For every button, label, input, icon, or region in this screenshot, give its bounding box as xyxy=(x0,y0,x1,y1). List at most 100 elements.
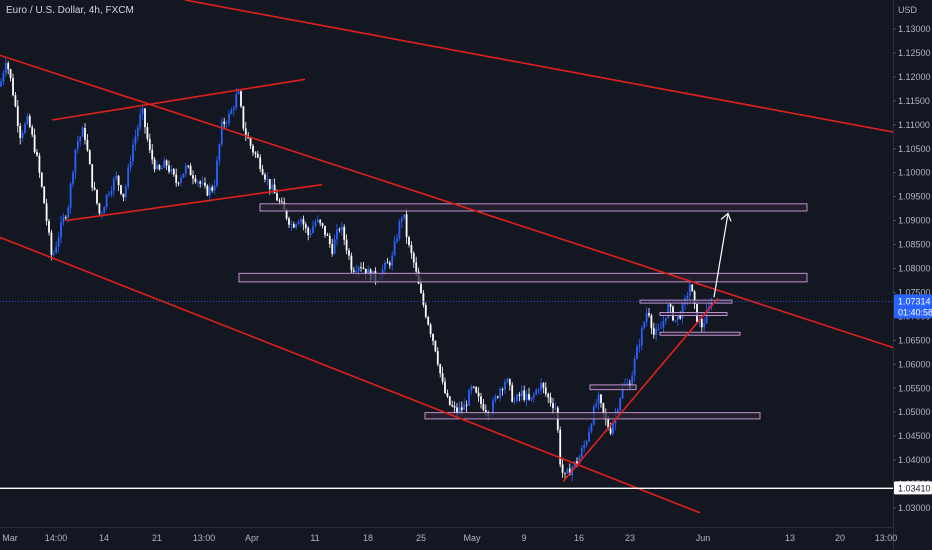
candle-body xyxy=(21,132,24,139)
candle-body xyxy=(40,172,43,187)
candle-body xyxy=(552,403,554,409)
candle-body xyxy=(355,271,358,273)
price-tick-label: 1.11000 xyxy=(898,120,930,130)
candle-body xyxy=(141,108,144,115)
candle-body xyxy=(67,207,70,218)
candle-body xyxy=(144,108,146,128)
candle-body xyxy=(300,219,302,222)
candle-body xyxy=(261,168,264,175)
candle-body xyxy=(288,218,290,225)
candle-body xyxy=(230,109,233,114)
zone-rectangle[interactable] xyxy=(659,312,728,317)
candle-body xyxy=(175,174,178,183)
candle-body xyxy=(88,150,91,165)
zone-rectangle[interactable] xyxy=(424,412,761,420)
candle-body xyxy=(50,232,53,255)
price-axis-bg xyxy=(893,0,932,550)
candle-body xyxy=(496,396,499,398)
candle-body xyxy=(14,95,17,107)
candle-body xyxy=(616,410,619,414)
zone-rectangle[interactable] xyxy=(659,331,741,336)
trendline[interactable] xyxy=(0,236,701,514)
candle-body xyxy=(64,217,67,219)
candle-body xyxy=(33,134,36,153)
candle-body xyxy=(199,181,202,184)
candle-body xyxy=(228,113,230,124)
candle-body xyxy=(657,328,660,330)
candle-body xyxy=(681,304,684,319)
candle-body xyxy=(429,324,432,335)
candle-body xyxy=(504,381,506,390)
candle-body xyxy=(393,241,396,256)
candle-body xyxy=(331,244,334,254)
time-tick-label: Mar xyxy=(2,533,18,543)
candle-body xyxy=(19,125,22,139)
candle-body xyxy=(105,194,108,208)
candle-body xyxy=(424,304,427,317)
zone-rectangle[interactable] xyxy=(639,299,733,304)
candle-body xyxy=(240,91,242,107)
zone-rectangle[interactable] xyxy=(589,384,637,391)
candle-body xyxy=(266,179,269,180)
candle-body xyxy=(98,203,101,214)
candle-body xyxy=(662,321,665,328)
trendline[interactable] xyxy=(0,54,894,349)
candle-body xyxy=(76,141,79,150)
candle-body xyxy=(448,396,451,405)
time-tick-label: Apr xyxy=(245,533,259,543)
candle-body xyxy=(117,175,120,186)
candle-body xyxy=(345,239,348,251)
candle-body xyxy=(31,127,34,135)
candle-body xyxy=(38,155,41,173)
zone-rectangle[interactable] xyxy=(238,272,808,283)
candle-body xyxy=(542,383,545,388)
chart-title: Euro / U.S. Dollar, 4h, FXCM xyxy=(6,5,134,16)
candle-body xyxy=(547,393,550,398)
price-axis[interactable]: USD 1.13000 1.12500 1.12000 1.11500 1.11000 1.… xyxy=(893,0,932,550)
candle-body xyxy=(408,237,410,245)
candle-body xyxy=(216,160,218,186)
price-tick-label: 1.13000 xyxy=(898,24,931,34)
time-tick-label: 13:00 xyxy=(193,533,216,543)
projection-arrow[interactable] xyxy=(713,213,729,298)
time-tick-label: 11 xyxy=(310,533,319,543)
candle-body xyxy=(278,200,281,202)
candle-body xyxy=(501,389,504,390)
candle-body xyxy=(72,172,74,184)
price-tick-label: 1.12500 xyxy=(898,48,931,58)
candle-body xyxy=(252,145,254,153)
candle-body xyxy=(540,383,542,390)
currency-label: USD xyxy=(898,5,918,15)
level-price-value: 1.03410 xyxy=(898,483,931,493)
price-tick-label: 1.10500 xyxy=(898,144,931,154)
trendline[interactable] xyxy=(51,78,306,121)
candle-body xyxy=(192,175,194,179)
candle-body xyxy=(422,293,425,305)
zone-rectangle[interactable] xyxy=(259,203,808,212)
candle-body xyxy=(513,401,516,402)
candle-body xyxy=(405,214,408,238)
candle-body xyxy=(441,373,444,382)
candle-body xyxy=(165,160,168,166)
candle-body xyxy=(324,225,326,235)
current-price-tag[interactable] xyxy=(894,294,932,319)
trendline[interactable] xyxy=(65,183,323,222)
trendline[interactable] xyxy=(184,0,894,133)
candle-body xyxy=(652,328,655,335)
level-price-tag[interactable] xyxy=(894,481,932,495)
time-tick-label: 13:00 xyxy=(875,533,898,543)
candle-body xyxy=(201,182,204,184)
candle-body xyxy=(511,385,514,402)
candle-body xyxy=(434,340,437,352)
candle-body xyxy=(595,403,598,407)
candle-body xyxy=(108,194,110,195)
candle-body xyxy=(16,106,19,126)
candle-body xyxy=(177,182,180,184)
time-axis[interactable]: Mar 14:00 14 21 13:00 Apr 11 18 25 May 9 16 23 Jun 13 2… xyxy=(0,527,897,550)
candle-body xyxy=(9,69,12,79)
candle-body xyxy=(26,115,29,124)
candle-body xyxy=(549,397,552,404)
trendline[interactable] xyxy=(562,297,719,483)
candle-body xyxy=(112,178,115,191)
